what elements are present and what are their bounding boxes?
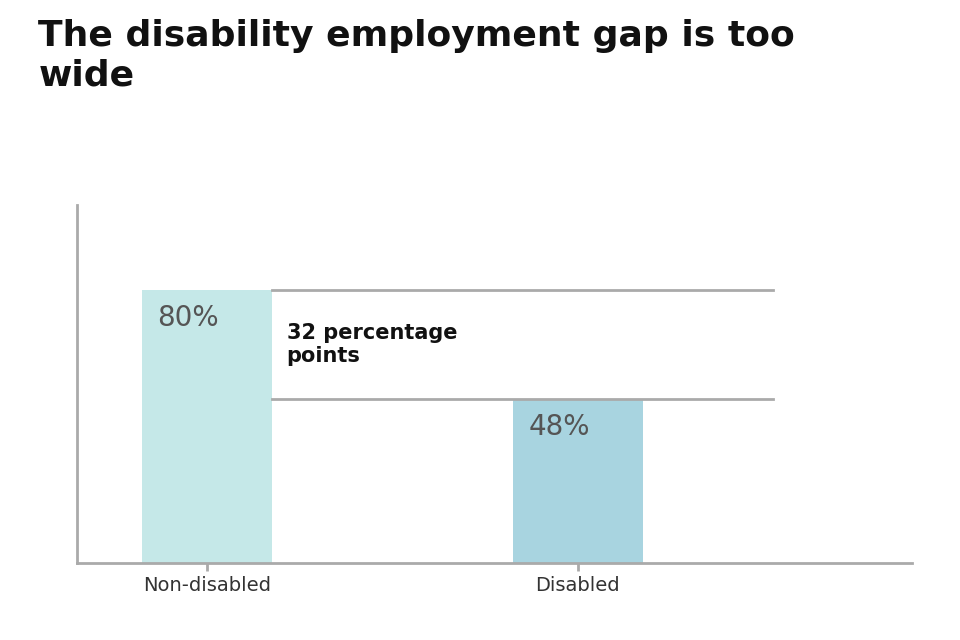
Bar [142, 290, 272, 563]
Bar [513, 399, 643, 563]
Text: 80%: 80% [157, 304, 219, 332]
Text: The disability employment gap is too
wide: The disability employment gap is too wid… [38, 19, 795, 93]
Text: 32 percentage
points: 32 percentage points [286, 323, 457, 366]
Text: 48%: 48% [529, 413, 590, 441]
